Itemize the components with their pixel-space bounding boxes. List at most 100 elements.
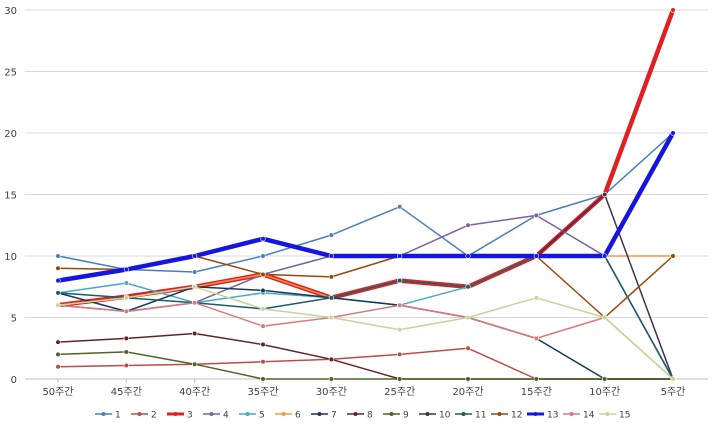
legend-swatch-marker — [569, 412, 574, 416]
data-point — [55, 351, 61, 358]
data-point — [192, 269, 198, 275]
data-point — [328, 376, 334, 382]
data-point — [260, 341, 266, 348]
data-point — [328, 314, 334, 321]
data-point — [328, 253, 334, 259]
data-point — [260, 287, 266, 294]
data-point — [192, 361, 198, 367]
legend-item-14: 14 — [563, 411, 595, 421]
y-tick-label: 30 — [4, 6, 17, 17]
data-point — [465, 284, 471, 290]
data-point — [260, 359, 266, 365]
data-point — [670, 253, 676, 259]
legend-item-2: 2 — [131, 411, 157, 421]
data-point — [397, 376, 403, 382]
data-point — [533, 376, 539, 382]
data-point — [55, 278, 61, 284]
data-point — [328, 274, 334, 280]
data-point — [533, 212, 539, 219]
x-tick-label: 30주간 — [316, 386, 347, 398]
legend-label: 2 — [151, 411, 157, 421]
data-point — [192, 284, 198, 290]
data-point — [328, 356, 334, 362]
series-1 — [55, 130, 676, 275]
legend-label: 10 — [439, 411, 451, 421]
data-point — [670, 7, 676, 13]
series-line-2 — [57, 347, 674, 380]
data-point — [123, 308, 129, 314]
legend-swatch-marker — [497, 412, 502, 416]
data-point — [123, 280, 129, 286]
legend-label: 4 — [223, 411, 229, 421]
x-tick-label: 25주간 — [384, 386, 415, 398]
legend-item-13: 13 — [527, 411, 558, 421]
legend-item-8: 8 — [347, 411, 373, 421]
legend-label: 7 — [331, 411, 337, 421]
legend-swatch-marker — [281, 412, 286, 416]
legend-swatch-marker — [461, 412, 466, 416]
data-point — [533, 335, 539, 342]
data-point — [397, 278, 403, 284]
legend-swatch-marker — [137, 412, 142, 416]
legend-item-5: 5 — [239, 411, 265, 421]
data-point — [260, 306, 266, 312]
data-point — [55, 339, 61, 345]
y-tick-label: 20 — [4, 129, 17, 140]
data-point — [602, 253, 608, 259]
x-tick-label: 45주간 — [111, 386, 142, 398]
data-point — [397, 204, 403, 210]
series-line-7 — [57, 286, 674, 380]
legend-swatch-marker — [353, 412, 358, 416]
data-point — [260, 236, 266, 242]
data-point — [397, 351, 403, 358]
legend-item-9: 9 — [383, 411, 409, 421]
data-point — [55, 265, 61, 271]
legend-label: 6 — [295, 411, 301, 421]
x-tick-label: 15주간 — [521, 386, 552, 398]
data-point — [123, 349, 129, 355]
data-point — [397, 327, 403, 333]
data-point — [123, 362, 129, 369]
legend-label: 1 — [115, 411, 121, 421]
legend-swatch-marker — [101, 412, 106, 416]
legend-item-11: 11 — [455, 411, 486, 421]
data-point — [465, 222, 471, 228]
series-lines — [55, 7, 676, 382]
legend-item-15: 15 — [599, 411, 630, 421]
data-point — [260, 271, 266, 278]
legend-swatch-marker — [425, 412, 430, 416]
legend-label: 15 — [619, 411, 630, 421]
series-line-15 — [57, 286, 674, 380]
series-line-10 — [57, 193, 674, 380]
legend-item-7: 7 — [311, 411, 337, 421]
data-point — [533, 253, 539, 259]
data-point — [670, 130, 676, 136]
legend-label: 13 — [547, 411, 558, 421]
legend-item-1: 1 — [95, 411, 121, 421]
series-line-14 — [57, 301, 674, 380]
legend-label: 8 — [367, 411, 373, 421]
series-line-13 — [55, 130, 676, 283]
legend-label: 14 — [583, 411, 595, 421]
legend-item-4: 4 — [203, 411, 229, 421]
y-tick-label: 25 — [4, 68, 17, 79]
legend-swatch-marker — [245, 412, 250, 416]
x-tick-label: 20주간 — [452, 386, 483, 398]
x-tick-label: 35주간 — [247, 386, 278, 398]
data-point — [123, 335, 129, 342]
data-point — [328, 232, 334, 238]
y-tick-label: 10 — [4, 252, 17, 263]
series-13 — [55, 130, 676, 284]
data-point — [465, 314, 471, 321]
legend-swatch-marker — [389, 412, 394, 416]
data-point — [260, 323, 266, 329]
series-2 — [55, 345, 676, 382]
data-point — [192, 330, 198, 337]
legend-item-12: 12 — [491, 411, 522, 421]
data-point — [55, 302, 61, 308]
series-3 — [55, 7, 676, 308]
data-point — [192, 253, 198, 259]
series-line-1 — [57, 132, 674, 273]
x-tick-label: 40주간 — [179, 386, 210, 398]
